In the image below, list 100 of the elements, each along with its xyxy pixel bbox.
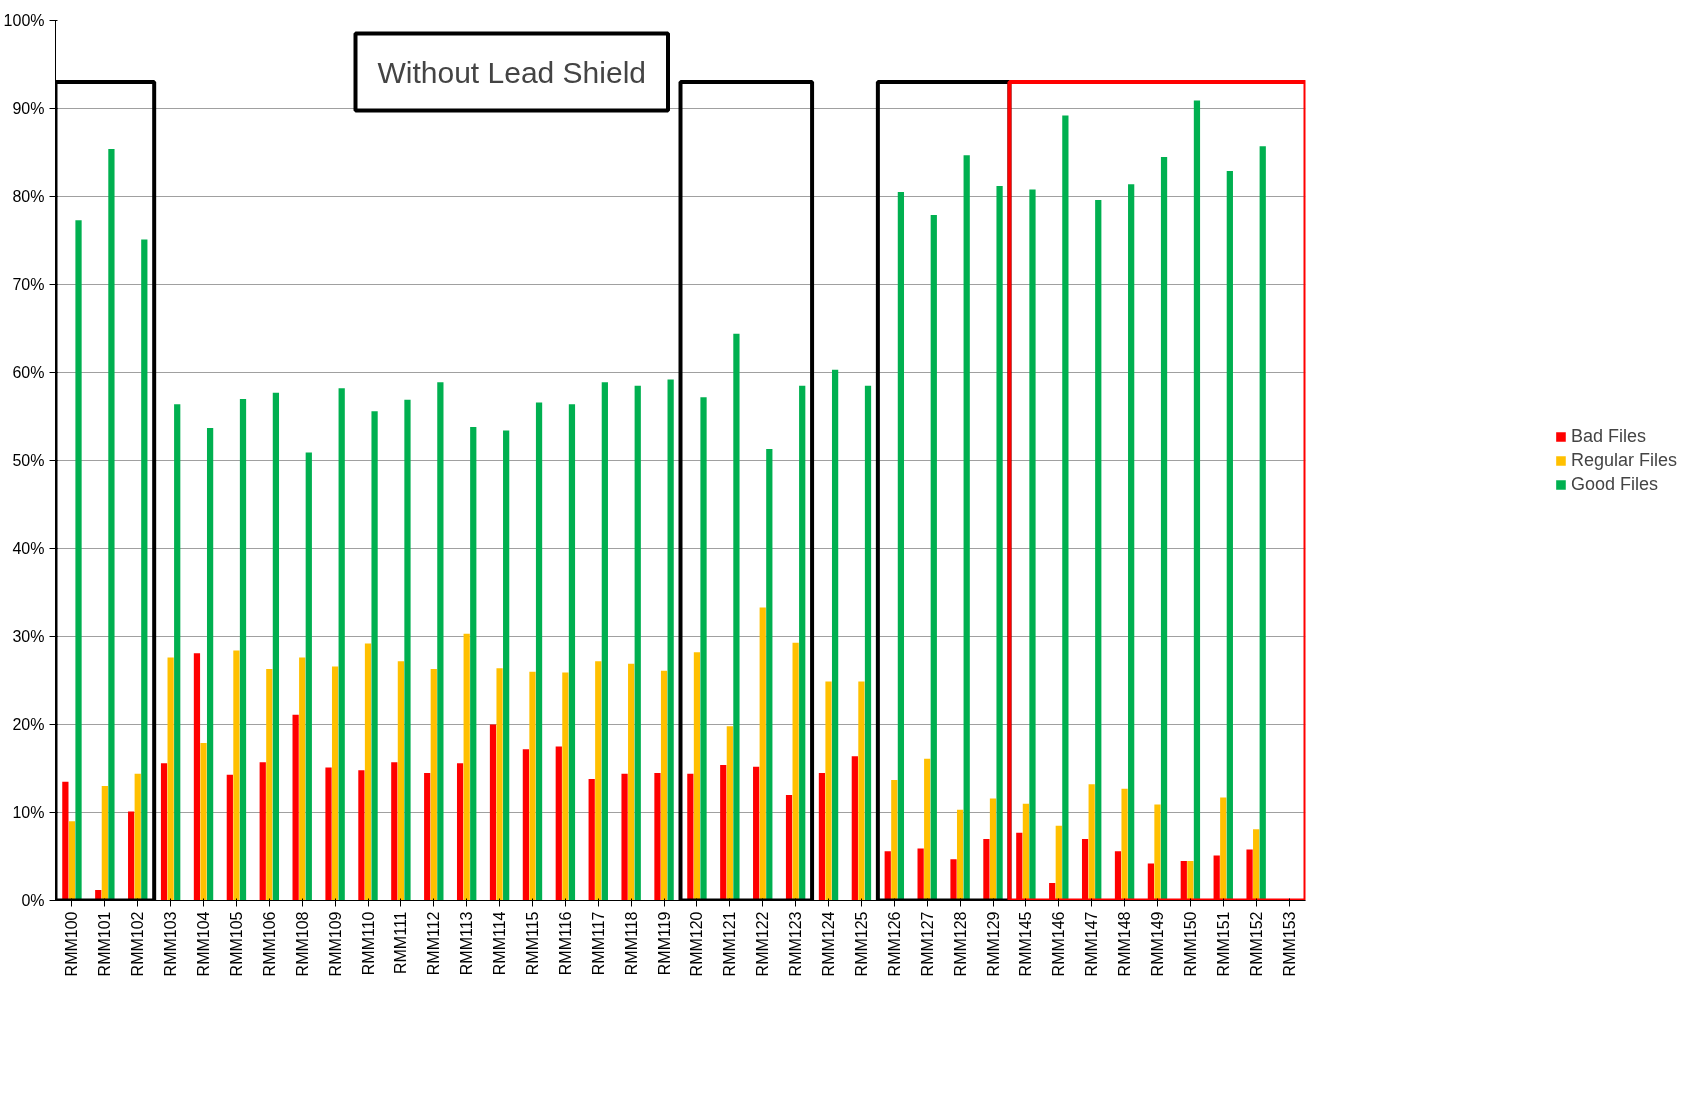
x-tick-label: RMM114 (491, 911, 509, 976)
bar (983, 838, 990, 901)
y-tick-label: 30% (12, 628, 45, 645)
bar (391, 762, 398, 901)
bar (174, 404, 181, 901)
bar (141, 239, 148, 901)
bar (331, 666, 339, 901)
bar (634, 385, 641, 901)
bar (437, 382, 444, 901)
x-tick-label: RMM101 (96, 911, 114, 977)
bar (1128, 184, 1135, 901)
bar (766, 449, 773, 901)
bar (529, 671, 536, 901)
x-tick-label: RMM150 (1181, 911, 1199, 977)
bar (956, 809, 964, 901)
bar (891, 779, 898, 901)
bar (424, 772, 431, 901)
x-tick-label: RMM106 (260, 911, 278, 977)
bar (555, 746, 562, 901)
bar (128, 811, 135, 901)
bar (404, 399, 411, 901)
bar (193, 653, 201, 901)
x-tick-label: RMM104 (195, 911, 213, 977)
bar (759, 607, 766, 901)
bar (535, 402, 543, 901)
bar (430, 669, 437, 901)
bar (272, 392, 280, 901)
bar (239, 398, 247, 901)
bar (1062, 115, 1069, 901)
bar (1259, 146, 1266, 901)
bar (825, 681, 832, 901)
bar (134, 773, 141, 901)
bar (660, 670, 668, 901)
bar (1022, 803, 1030, 901)
bar (831, 369, 839, 901)
x-tick-label: RMM151 (1214, 911, 1232, 977)
bar (963, 155, 970, 901)
x-tick-label: RMM111 (392, 911, 410, 975)
y-tick-label: 0% (21, 892, 45, 909)
bar (259, 762, 266, 901)
bar (924, 758, 931, 901)
x-tick-label: RMM105 (227, 911, 245, 977)
x-tick-label: RMM103 (162, 911, 180, 977)
y-tick-label: 100% (3, 12, 45, 29)
bar (693, 652, 701, 901)
x-tick-label: RMM113 (458, 911, 476, 976)
x-tick-label: RMM129 (984, 911, 1002, 977)
bar (733, 333, 740, 901)
bar (266, 669, 273, 901)
bar (996, 185, 1003, 901)
bar (160, 763, 168, 901)
bar (397, 661, 405, 901)
bar (206, 427, 214, 901)
bar (568, 404, 576, 901)
bar (358, 770, 365, 901)
x-tick-label: RMM120 (688, 911, 706, 977)
bar (496, 668, 503, 901)
bar (930, 214, 937, 901)
x-tick-label: RMM108 (293, 911, 311, 977)
bar (167, 657, 174, 901)
bar (1220, 797, 1227, 901)
bar (1095, 200, 1102, 901)
x-tick-label: RMM153 (1280, 911, 1298, 977)
bar (1193, 100, 1201, 901)
bar (917, 848, 924, 901)
bar (1121, 788, 1128, 901)
bar (68, 821, 76, 901)
x-tick-label: RMM124 (820, 911, 838, 977)
bar (1088, 784, 1095, 901)
x-tick-label: RMM147 (1083, 911, 1101, 977)
bar (108, 148, 115, 901)
x-tick-label: RMM152 (1247, 911, 1265, 977)
bar (1226, 170, 1233, 901)
bar (62, 781, 69, 901)
bar (700, 397, 707, 901)
bar (489, 724, 497, 901)
bar (456, 763, 464, 901)
bar (200, 742, 207, 901)
bar (325, 767, 332, 901)
x-tick-label: RMM125 (852, 911, 870, 977)
bar (562, 672, 569, 901)
bar (299, 657, 306, 901)
bar (884, 851, 891, 901)
x-tick-label: RMM149 (1148, 911, 1166, 977)
x-tick-label: RMM117 (589, 911, 607, 976)
x-tick-label: RMM127 (918, 911, 936, 977)
bar (305, 452, 312, 901)
y-tick-label: 60% (12, 364, 45, 381)
bar (338, 388, 345, 901)
y-tick-label: 70% (12, 276, 45, 293)
bar (792, 642, 799, 901)
bar (687, 773, 694, 901)
x-tick-label: RMM110 (359, 911, 377, 976)
bar (950, 859, 957, 901)
bar (989, 798, 997, 901)
bar (364, 643, 372, 901)
y-tick-label: 20% (12, 716, 45, 733)
bar (463, 633, 470, 901)
bar (75, 220, 82, 901)
bar (864, 385, 872, 901)
